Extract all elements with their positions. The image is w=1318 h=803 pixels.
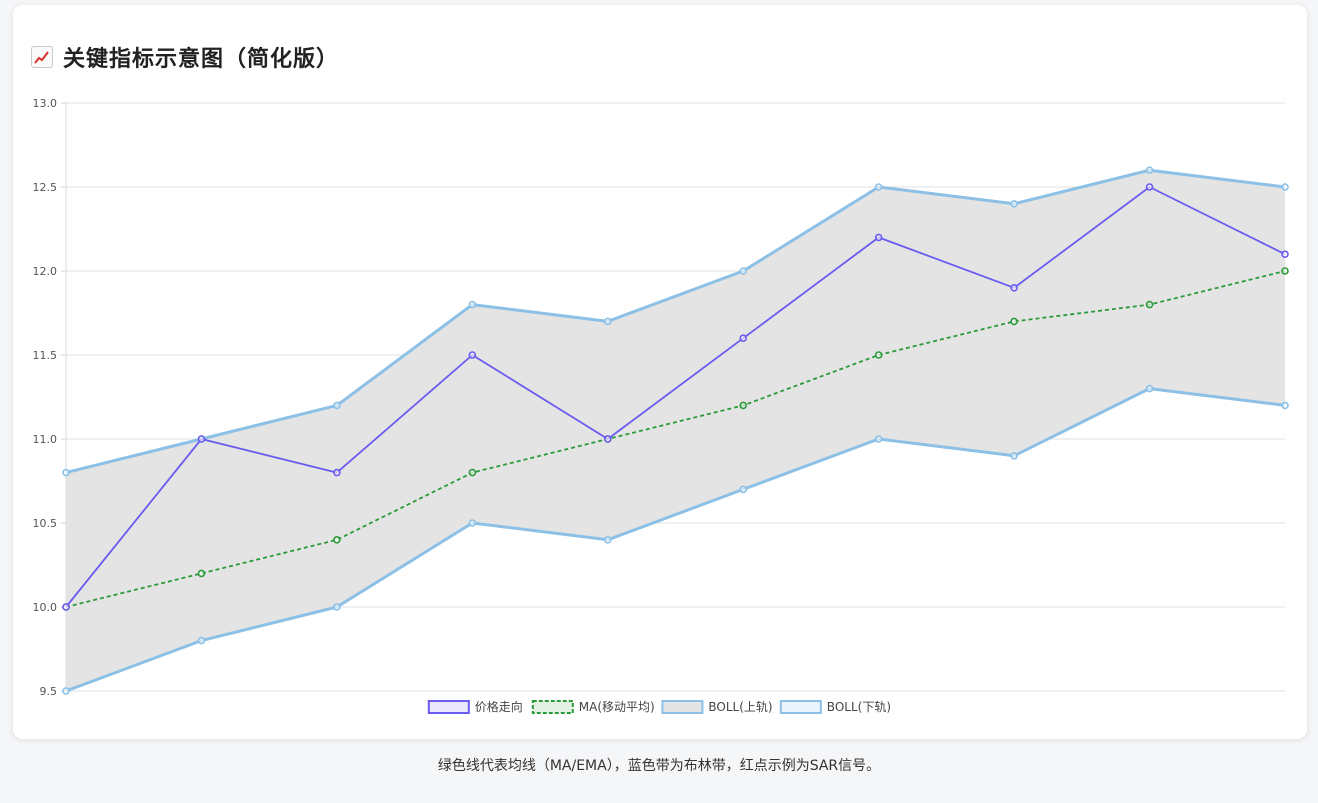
data-point: [1281, 183, 1289, 191]
data-point: [1281, 267, 1289, 275]
chart-title: 关键指标示意图（简化版）: [63, 47, 340, 72]
data-point: [874, 233, 883, 242]
data-point: [468, 351, 477, 359]
legend-swatch: [427, 700, 470, 714]
data-point: [197, 435, 206, 443]
data-point: [62, 468, 70, 477]
data-point: [1281, 401, 1289, 410]
y-tick-label: 12.5: [33, 181, 58, 194]
legend: 价格走向 MA(移动平均) BOLL(上轨) BOLL(下轨): [427, 699, 891, 714]
line-chart: 9.5 10.0 10.5 11.0 11.5 12.0 12.5 13.0 价格走向 MA(移动…: [33, 97, 1289, 714]
data-point: [603, 317, 612, 326]
data-point: [603, 435, 612, 443]
bollinger-band-fill: [66, 170, 1285, 691]
legend-label: 价格走向: [475, 699, 523, 714]
y-tick-label: 13.0: [33, 97, 58, 110]
data-point: [739, 334, 748, 343]
series-line-0: [65, 186, 1286, 608]
legend-label: MA(移动平均): [579, 700, 655, 714]
legend-label: BOLL(上轨): [708, 700, 772, 714]
legend-label: BOLL(下轨): [827, 700, 891, 714]
data-point: [874, 183, 883, 191]
legend-swatch: [661, 700, 704, 714]
data-point: [1010, 283, 1018, 292]
data-point: [1281, 250, 1289, 258]
data-point: [468, 519, 477, 527]
data-point: [1010, 200, 1018, 208]
legend-swatch: [531, 700, 574, 714]
data-point: [468, 468, 477, 477]
data-point: [1145, 384, 1154, 393]
legend-swatch: [779, 700, 822, 714]
data-point: [333, 468, 341, 477]
data-point: [1145, 183, 1154, 191]
y-tick-label: 11.0: [33, 433, 58, 446]
series-line-1: [65, 270, 1286, 608]
data-point: [1145, 166, 1154, 174]
data-point: [739, 401, 748, 410]
y-tick-label: 12.0: [33, 265, 58, 278]
y-tick-label: 11.5: [33, 349, 58, 362]
data-point: [468, 300, 477, 309]
data-point: [197, 636, 206, 645]
data-point: [739, 485, 748, 494]
y-tick-label: 9.5: [40, 685, 58, 698]
data-point: [1145, 300, 1154, 309]
data-point: [739, 267, 748, 275]
data-point: [874, 435, 883, 443]
data-point: [62, 603, 70, 611]
data-point: [333, 603, 341, 611]
chart-increasing-icon: [31, 46, 53, 68]
data-point: [333, 401, 341, 410]
chart-caption: 绿色线代表均线（MA/EMA），蓝色带为布林带，红点示例为SAR信号。: [437, 758, 881, 774]
data-point: [333, 535, 341, 544]
data-point: [1010, 317, 1018, 326]
data-point: [603, 535, 612, 544]
data-point: [1010, 451, 1018, 460]
series-line-2: [65, 168, 1286, 475]
series-line-3: [65, 387, 1286, 693]
chart-title-row: 关键指标示意图（简化版）: [31, 41, 339, 73]
y-tick-label: 10.0: [33, 601, 58, 614]
data-point: [197, 569, 206, 578]
y-tick-label: 10.5: [33, 517, 58, 530]
data-point: [62, 687, 70, 695]
data-point: [874, 351, 883, 359]
